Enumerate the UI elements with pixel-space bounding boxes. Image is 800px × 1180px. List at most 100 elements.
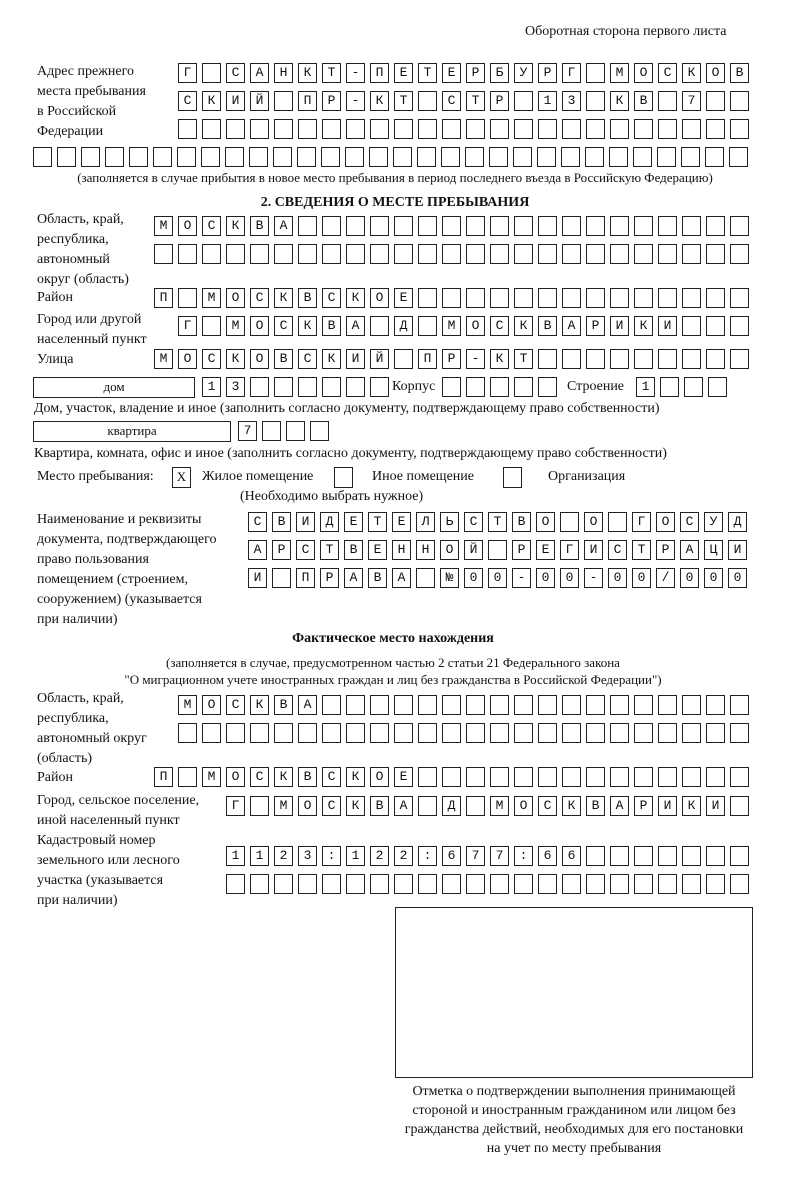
checkbox-residential[interactable]: X: [172, 467, 191, 488]
char-cell[interactable]: [418, 846, 437, 866]
char-cell[interactable]: [682, 846, 701, 866]
char-cell[interactable]: [586, 767, 605, 787]
char-cell[interactable]: [660, 377, 679, 397]
char-cell[interactable]: [490, 216, 509, 236]
char-cell[interactable]: [586, 119, 605, 139]
char-cell[interactable]: [512, 568, 531, 588]
char-cell[interactable]: [680, 540, 699, 560]
char-cell[interactable]: [298, 874, 317, 894]
char-cell[interactable]: [730, 63, 749, 83]
char-cell[interactable]: [514, 874, 533, 894]
char-cell[interactable]: [310, 421, 329, 441]
char-cell[interactable]: [250, 63, 269, 83]
char-cell[interactable]: [370, 316, 389, 336]
char-cell[interactable]: [202, 119, 221, 139]
char-cell[interactable]: [490, 695, 509, 715]
checkbox-organization[interactable]: [503, 467, 522, 488]
char-cell[interactable]: [370, 91, 389, 111]
char-cell[interactable]: [442, 244, 461, 264]
char-cell[interactable]: [610, 91, 629, 111]
char-cell[interactable]: [296, 512, 315, 532]
char-cell[interactable]: [562, 349, 581, 369]
char-cell[interactable]: [538, 244, 557, 264]
char-cell[interactable]: [226, 288, 245, 308]
char-cell[interactable]: [250, 119, 269, 139]
char-cell[interactable]: [706, 767, 725, 787]
char-cell[interactable]: [178, 119, 197, 139]
char-cell[interactable]: [536, 512, 555, 532]
char-cell[interactable]: [344, 512, 363, 532]
char-cell[interactable]: [393, 147, 412, 167]
char-cell[interactable]: [250, 91, 269, 111]
char-cell[interactable]: [298, 796, 317, 816]
char-cell[interactable]: [562, 767, 581, 787]
char-cell[interactable]: [226, 874, 245, 894]
char-cell[interactable]: [705, 147, 724, 167]
char-cell[interactable]: [442, 63, 461, 83]
char-cell[interactable]: [274, 316, 293, 336]
char-cell[interactable]: [322, 796, 341, 816]
char-cell[interactable]: [608, 512, 627, 532]
char-cell[interactable]: [730, 91, 749, 111]
char-cell[interactable]: [226, 216, 245, 236]
char-cell[interactable]: [370, 288, 389, 308]
char-cell[interactable]: [322, 288, 341, 308]
char-cell[interactable]: [274, 63, 293, 83]
char-cell[interactable]: [682, 796, 701, 816]
char-cell[interactable]: [538, 796, 557, 816]
actual-district-row[interactable]: П МОСКВСКОЕ: [154, 767, 754, 787]
char-cell[interactable]: [296, 540, 315, 560]
char-cell[interactable]: [634, 349, 653, 369]
char-cell[interactable]: [250, 846, 269, 866]
char-cell[interactable]: [706, 244, 725, 264]
char-cell[interactable]: [370, 846, 389, 866]
char-cell[interactable]: [514, 119, 533, 139]
char-cell[interactable]: [610, 796, 629, 816]
char-cell[interactable]: [610, 288, 629, 308]
char-cell[interactable]: [658, 63, 677, 83]
char-cell[interactable]: [250, 695, 269, 715]
char-cell[interactable]: [681, 147, 700, 167]
char-cell[interactable]: [177, 147, 196, 167]
cadastral-row-2[interactable]: [226, 874, 754, 894]
char-cell[interactable]: [370, 796, 389, 816]
char-cell[interactable]: [322, 63, 341, 83]
char-cell[interactable]: [322, 695, 341, 715]
char-cell[interactable]: [274, 723, 293, 743]
char-cell[interactable]: [634, 796, 653, 816]
char-cell[interactable]: [394, 846, 413, 866]
char-cell[interactable]: [392, 512, 411, 532]
char-cell[interactable]: [682, 695, 701, 715]
char-cell[interactable]: [658, 874, 677, 894]
char-cell[interactable]: [514, 695, 533, 715]
char-cell[interactable]: [634, 288, 653, 308]
char-cell[interactable]: [466, 244, 485, 264]
char-cell[interactable]: [514, 216, 533, 236]
actual-city-row[interactable]: Г МОСКВА Д МОСКВАРИКИ: [226, 796, 754, 816]
char-cell[interactable]: [514, 349, 533, 369]
char-cell[interactable]: [272, 512, 291, 532]
document-row-2[interactable]: АРСТВЕННОЙ РЕГИСТРАЦИ: [248, 540, 752, 560]
char-cell[interactable]: [153, 147, 172, 167]
char-cell[interactable]: [490, 349, 509, 369]
char-cell[interactable]: [322, 244, 341, 264]
char-cell[interactable]: [586, 874, 605, 894]
char-cell[interactable]: [682, 316, 701, 336]
char-cell[interactable]: [610, 119, 629, 139]
char-cell[interactable]: [610, 349, 629, 369]
char-cell[interactable]: [202, 244, 221, 264]
previous-address-row-2[interactable]: СКИЙ ПР-КТ СТР 13 КВ 7: [178, 91, 754, 111]
char-cell[interactable]: [370, 216, 389, 236]
char-cell[interactable]: [656, 568, 675, 588]
char-cell[interactable]: [346, 91, 365, 111]
char-cell[interactable]: [466, 119, 485, 139]
char-cell[interactable]: [346, 695, 365, 715]
char-cell[interactable]: [704, 512, 723, 532]
char-cell[interactable]: [274, 349, 293, 369]
char-cell[interactable]: [585, 147, 604, 167]
char-cell[interactable]: [682, 874, 701, 894]
char-cell[interactable]: [201, 147, 220, 167]
char-cell[interactable]: [346, 63, 365, 83]
char-cell[interactable]: [730, 119, 749, 139]
char-cell[interactable]: [394, 316, 413, 336]
